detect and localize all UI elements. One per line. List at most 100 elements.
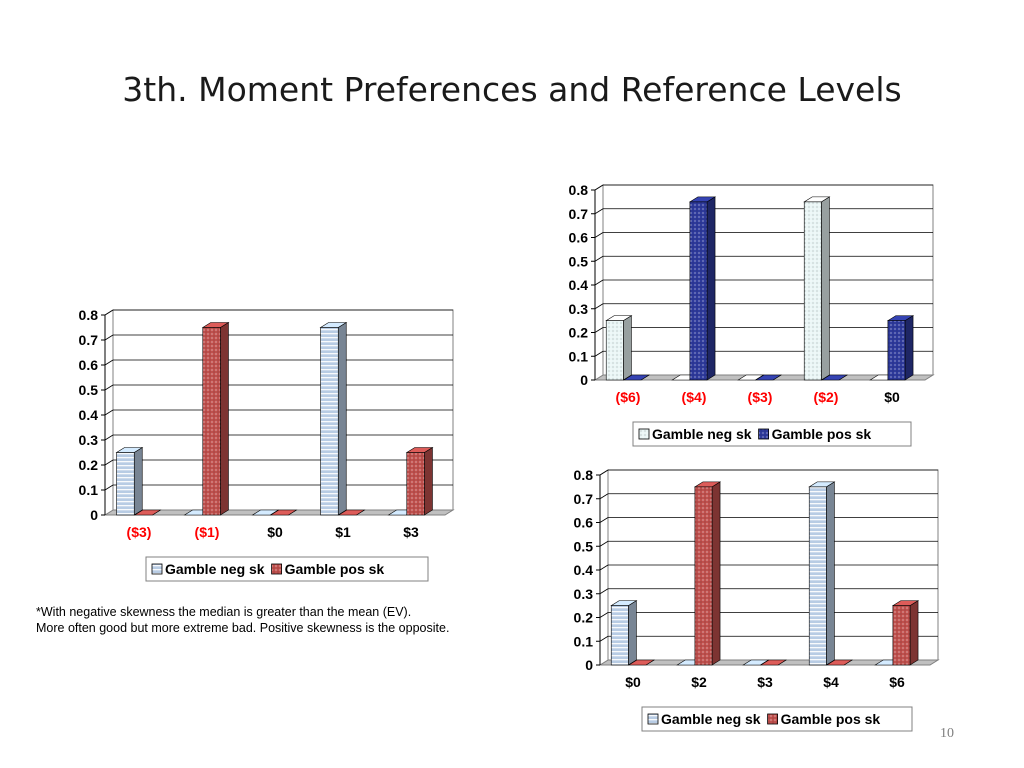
x-tick-label: $6 [889,674,905,690]
gridline [104,409,114,416]
page-number: 10 [940,726,954,741]
gridline [599,588,609,595]
y-tick-label: 0.6 [574,515,594,531]
y-tick-label: 0.3 [574,586,594,602]
bar [610,600,638,666]
bar-top [820,374,849,381]
bar [688,196,717,381]
bar-side [706,196,716,381]
gridline [594,255,604,262]
bar-side [826,481,835,666]
gridline [599,564,609,571]
bar [319,321,348,516]
gridline [599,517,609,523]
y-tick-label: 0.7 [79,332,99,348]
y-tick-label: 0.5 [79,382,99,398]
legend [632,421,912,447]
bar-side [623,315,632,381]
bar-front [892,605,911,666]
x-tick-label: ($3) [748,389,773,405]
gridline [104,359,114,366]
y-tick-label: 0.1 [574,633,594,649]
footnote-line-1: *With negative skewness the median is gr… [36,605,412,619]
bar [754,374,783,381]
gridline [594,232,604,238]
y-tick-label: 0.2 [79,457,99,473]
bar [886,315,915,381]
legend [145,556,429,582]
legend-label: Gamble neg sk [652,426,752,442]
legend-swatch [758,428,769,440]
bar-front [887,320,906,381]
bar-top [759,659,788,666]
gridline [594,279,604,286]
chart-bottom-right: 0 0.1 0.2 0.3 0.4 0.5 0.6 0.7 0.8 $0 $2 $3 $4 $6 Gambl… [550,463,950,738]
bar [808,481,836,666]
y-tick-label: 0.5 [574,538,594,554]
bar [622,374,651,381]
bar [269,509,298,516]
bar-top [269,509,298,516]
bar [133,509,162,516]
footnote: *With negative skewness the median is gr… [36,604,449,636]
bar-front [610,605,629,666]
x-tick-label: ($1) [195,524,220,540]
gridline [104,459,114,466]
bar [803,196,831,381]
y-tick-label: 0 [585,657,593,673]
y-tick-label: 0.1 [569,348,589,364]
gridline [599,612,609,618]
x-tick-label: ($3) [127,524,152,540]
bar [627,659,656,666]
legend-swatch [767,713,778,725]
bar-front [689,201,708,381]
bar-side [337,321,347,516]
bar-top [622,374,651,381]
y-tick-label: 0.4 [79,407,99,423]
bar-side [904,315,914,381]
y-tick-label: 0 [90,507,98,523]
gridline [599,540,609,547]
y-tick-label: 0 [580,372,588,388]
slide-title: 3th. Moment Preferences and Reference Le… [122,70,902,109]
gridline [104,434,114,441]
bar [201,321,230,516]
x-tick-label: $4 [823,674,839,690]
gridline [594,327,604,333]
bar-side [133,446,143,516]
x-tick-label: ($2) [814,389,839,405]
bar-side [424,446,433,516]
legend-swatch [271,563,282,575]
bar-side [711,481,721,666]
gridline [104,334,114,341]
gridline [104,384,114,391]
bar-front [406,452,425,516]
bar [605,315,633,381]
bar-front [694,486,713,666]
y-tick-label: 0.3 [569,301,589,317]
y-tick-label: 0.3 [79,432,99,448]
footnote-line-2: More often good but more extreme bad. Po… [36,621,450,635]
x-tick-label: $0 [884,389,900,405]
chart-svg: 0 0.1 0.2 0.3 0.4 0.5 0.6 0.7 0.8 ($6) ($4) ($3) ($2… [569,182,935,447]
y-tick-label: 0.8 [574,467,594,483]
gridline [104,309,114,316]
legend-label: Gamble pos sk [772,426,872,442]
bar [820,374,849,381]
bar-front [808,486,827,666]
legend-swatch [638,428,650,440]
gridline [104,484,114,491]
y-tick-label: 0.4 [574,562,594,578]
bar-top [754,374,783,381]
x-tick-label: $1 [335,524,351,540]
y-tick-label: 0.7 [569,206,589,222]
bar-front [320,327,339,516]
bar [825,659,854,666]
gridline [594,208,604,215]
x-tick-label: $3 [403,524,419,540]
bar-side [628,600,637,666]
bar-front [605,320,624,381]
bar [115,446,144,516]
y-tick-label: 0.5 [569,253,589,269]
y-tick-label: 0.8 [79,307,99,323]
